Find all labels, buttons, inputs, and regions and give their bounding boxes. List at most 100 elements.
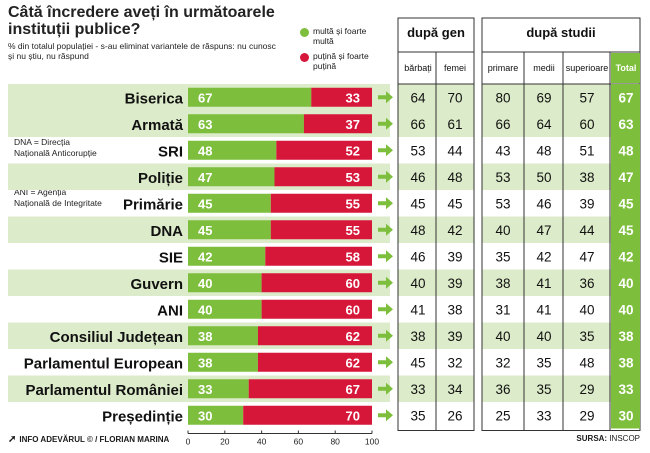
table-cell-value: 46 <box>536 196 551 211</box>
row-shade-left <box>8 216 390 243</box>
table-cell-value: 40 <box>495 223 510 238</box>
abbreviation-notes: SRI = Serviciul Român de Informații DNA … <box>14 112 102 212</box>
row-arrow-icon <box>378 329 393 342</box>
table-cell-value: 35 <box>579 329 594 344</box>
row-shade-gen <box>398 216 474 243</box>
row-shade-gen <box>398 163 474 190</box>
legend-item-low: puțină și foarte puțină <box>300 51 388 71</box>
row-shade-gen <box>398 84 474 111</box>
table-cell-value: 25 <box>495 408 510 423</box>
note-dna: DNA = Direcția Națională Anticorupție <box>14 137 97 158</box>
bar-high-value: 63 <box>198 117 212 132</box>
table-cell-value: 33 <box>536 408 551 423</box>
row-shade-left <box>8 375 390 402</box>
bar-low-value: 60 <box>346 302 360 317</box>
chart-subtitle: % din totalul populației - s-au eliminat… <box>8 41 276 61</box>
table-cell-value: 42 <box>447 223 462 238</box>
table-gen-frame <box>397 17 475 431</box>
table-cell-value: 43 <box>495 143 510 158</box>
bar-low <box>270 193 372 213</box>
table-cell-value: 45 <box>410 355 425 370</box>
table-cell-value: 35 <box>536 355 551 370</box>
legend-label-low: puțină și foarte puțină <box>313 51 369 71</box>
table-cell-value: 36 <box>495 382 510 397</box>
total-cell-bg <box>611 137 640 164</box>
row-arrow-icon <box>378 276 393 289</box>
table-cell-value: 53 <box>495 170 510 185</box>
bar-low <box>311 87 372 107</box>
table-cell-value: 38 <box>447 302 462 317</box>
table-cell-value: 47 <box>618 170 633 185</box>
row-arrow-icon <box>378 409 393 422</box>
row-arrow-icon <box>378 250 393 263</box>
bar-high <box>188 87 312 107</box>
footer-source-value: INSCOP <box>609 434 640 443</box>
bar-low-value: 55 <box>346 196 360 211</box>
table-cell-value: 35 <box>495 249 510 264</box>
total-cell-bg <box>611 269 640 296</box>
row-arrow-icon <box>378 382 393 395</box>
table-cell-value: 40 <box>618 276 633 291</box>
bar-low-value: 52 <box>346 143 360 158</box>
table-cell-value: 39 <box>447 276 462 291</box>
table-cell-value: 32 <box>447 355 462 370</box>
bar-low <box>261 273 372 293</box>
table-cell-value: 44 <box>579 223 595 238</box>
table-cell-value: 46 <box>410 170 425 185</box>
bar-low-value: 67 <box>346 382 360 397</box>
table-cell-value: 48 <box>536 143 551 158</box>
total-cell-bg <box>611 322 640 349</box>
category-label: Consiliul Județean <box>50 329 183 346</box>
table-column-header: superioare <box>566 63 609 73</box>
legend-swatch-high <box>300 28 309 37</box>
bar-high-value: 48 <box>198 143 212 158</box>
bar-high-value: 67 <box>198 90 212 105</box>
table-cell-value: 41 <box>536 302 551 317</box>
table-cell-value: 45 <box>410 196 425 211</box>
total-cell-bg <box>611 190 640 217</box>
category-label: SRI <box>158 143 183 160</box>
legend-swatch-low <box>300 53 309 62</box>
bar-low <box>248 379 372 399</box>
row-shade-studii <box>482 375 640 402</box>
table-cell-value: 41 <box>536 276 551 291</box>
table-cell-value: 26 <box>447 408 462 423</box>
table-cell-value: 48 <box>579 355 594 370</box>
category-label: Parlamentul României <box>25 382 183 399</box>
table-cell-value: 38 <box>618 329 634 344</box>
bar-low-value: 62 <box>346 355 360 370</box>
bar-high <box>188 299 262 319</box>
bar-low <box>257 326 372 346</box>
category-label: Poliție <box>138 170 183 187</box>
bar-high-value: 42 <box>198 249 212 264</box>
bar-low-value: 53 <box>346 170 360 185</box>
table-cell-value: 40 <box>618 302 633 317</box>
bar-high-value: 40 <box>198 302 212 317</box>
row-arrow-icon <box>378 223 393 236</box>
table-cell-value: 32 <box>495 355 510 370</box>
table-cell-value: 29 <box>579 408 594 423</box>
table-cell-value: 80 <box>495 90 510 105</box>
bar-low-value: 60 <box>346 276 360 291</box>
bar-high <box>188 352 258 372</box>
row-arrow-icon <box>378 303 393 316</box>
total-cell-bg <box>611 349 640 376</box>
bar-low-value: 58 <box>346 249 360 264</box>
x-axis-tick-label: 60 <box>294 437 304 447</box>
table-cell-value: 30 <box>618 408 633 423</box>
category-label: Armată <box>131 117 183 134</box>
bar-high <box>188 273 262 293</box>
bar-high <box>188 114 304 134</box>
total-cell-bg <box>611 402 640 429</box>
table-cell-value: 64 <box>410 90 426 105</box>
row-shade-studii <box>482 216 640 243</box>
table-cell-value: 39 <box>447 249 462 264</box>
row-arrow-icon <box>378 170 393 183</box>
bar-low <box>265 246 372 266</box>
footer-source-label: SURSA: <box>576 434 608 443</box>
row-arrow-icon <box>378 91 393 104</box>
table-cell-value: 66 <box>495 117 510 132</box>
table-cell-value: 48 <box>410 223 425 238</box>
table-cell-value: 40 <box>536 329 551 344</box>
note-sri: SRI = Serviciul Român de Informații <box>14 112 100 133</box>
